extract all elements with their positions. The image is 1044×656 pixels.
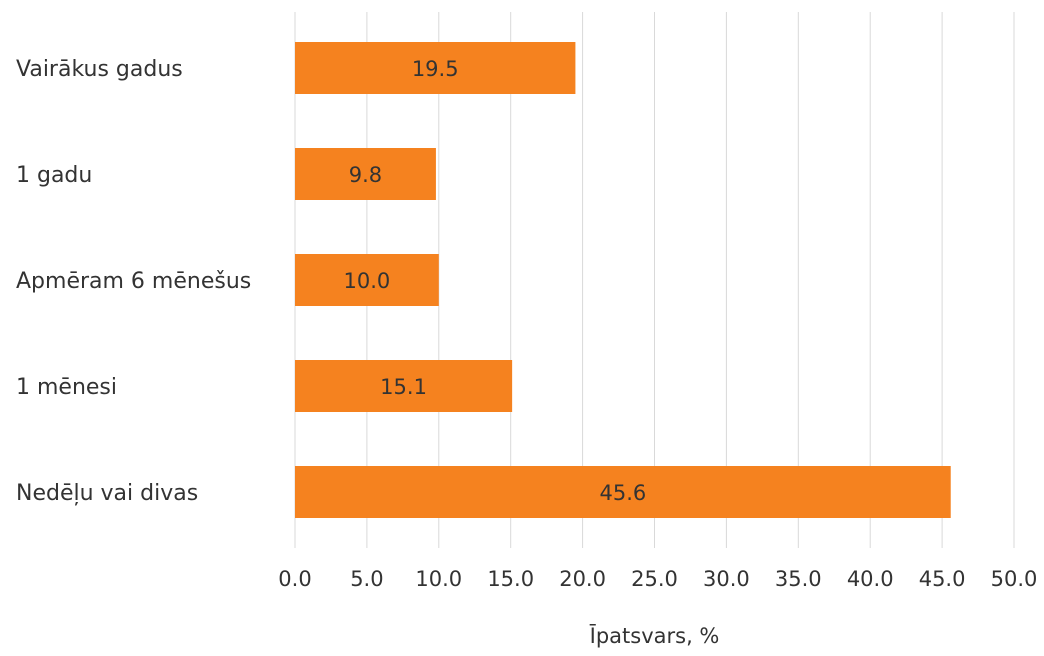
bars: 19.5 9.8 10.0 15.1 45.6	[295, 42, 951, 518]
x-tick-label: 25.0	[631, 567, 678, 591]
x-tick-label: 20.0	[559, 567, 606, 591]
x-tick-label: 5.0	[350, 567, 383, 591]
category-label: 1 mēnesi	[16, 375, 117, 400]
x-tick-label: 45.0	[919, 567, 966, 591]
gridlines	[294, 12, 1015, 548]
x-tick-label: 10.0	[415, 567, 462, 591]
data-label: 45.6	[599, 481, 646, 505]
bar	[295, 466, 951, 518]
x-tick-label: 15.0	[487, 567, 534, 591]
x-tick-label: 35.0	[775, 567, 822, 591]
x-tick-label: 40.0	[847, 567, 894, 591]
bar	[295, 254, 439, 306]
bar	[295, 148, 436, 200]
category-label: Vairākus gadus	[16, 57, 183, 82]
x-tick-label: 50.0	[991, 567, 1038, 591]
data-label: 10.0	[344, 269, 391, 293]
category-label: Apmēram 6 mēnešus	[16, 269, 251, 294]
data-label: 19.5	[412, 57, 459, 81]
data-label: 9.8	[349, 163, 382, 187]
bar	[295, 360, 513, 412]
x-tick-label: 30.0	[703, 567, 750, 591]
data-label: 15.1	[380, 375, 427, 399]
x-tick-labels: 0.0 5.0 10.0 15.0 20.0 25.0 30.0 35.0 40.0 45.0 50…	[278, 567, 1037, 591]
category-label: Nedēļu vai divas	[16, 481, 198, 506]
bar	[295, 42, 576, 94]
category-label: 1 gadu	[16, 163, 92, 188]
x-axis-title: Īpatsvars, %	[590, 624, 720, 648]
x-tick-label: 0.0	[278, 567, 311, 591]
category-labels: Vairākus gadus 1 gadu Apmēram 6 mēnešus 1 m…	[16, 57, 251, 506]
